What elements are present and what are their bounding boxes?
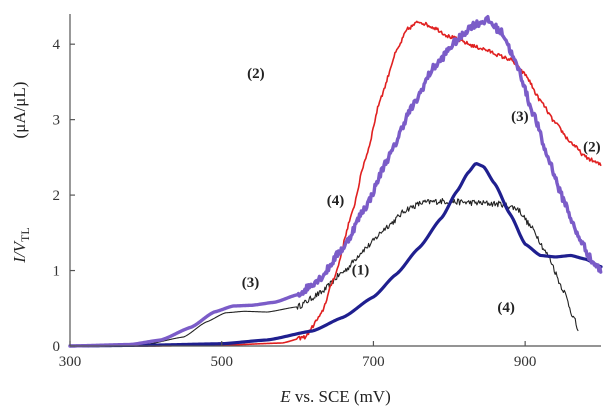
curve-label: (2) <box>583 139 601 155</box>
axes <box>69 14 601 347</box>
x-tick-label: 300 <box>59 354 82 370</box>
curve-label: (3) <box>511 109 529 125</box>
y-tick-label: 4 <box>53 37 61 53</box>
x-axis-variable: E <box>279 387 291 406</box>
curve-label: (1) <box>352 262 370 278</box>
x-tick-label: 900 <box>514 354 537 370</box>
y-tick-label: 2 <box>53 188 61 204</box>
y-tick-label: 3 <box>53 113 61 129</box>
y-tick-label: 1 <box>53 264 61 280</box>
y-axis-units: (μA/μL) <box>10 82 29 139</box>
curve-label: (2) <box>247 66 265 82</box>
curve-label: (4) <box>327 193 345 209</box>
series-line-1 <box>68 162 603 348</box>
ticks: 300 500 700 900 0 1 2 3 4 <box>53 37 537 370</box>
x-tick-label: 700 <box>362 354 385 370</box>
curve-label: (4) <box>497 300 515 316</box>
y-axis-variable: I/V <box>10 239 29 263</box>
curve-labels: (1) (2) (2) (3) (3) (4) (4) <box>242 66 601 316</box>
x-axis-title: E vs. SCE (mV) <box>279 387 391 406</box>
y-tick-label: 0 <box>53 339 61 355</box>
y-axis-subscript: TL <box>18 227 32 242</box>
curve-label: (3) <box>242 275 260 291</box>
x-axis-units: vs. SCE (mV) <box>291 387 391 406</box>
x-tick-label: 500 <box>210 354 233 370</box>
plot-area <box>68 15 603 348</box>
series-line-4 <box>69 197 579 347</box>
y-axis-title: I/VTL <box>10 227 32 263</box>
series-line-3 <box>68 15 603 348</box>
